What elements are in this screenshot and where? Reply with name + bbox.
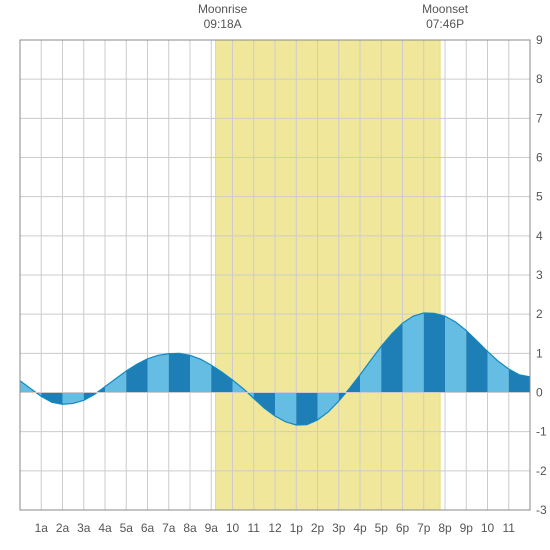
x-tick-label: 12 [268, 521, 282, 535]
y-tick-label: 8 [536, 72, 543, 86]
y-tick-label: 9 [536, 33, 543, 47]
x-tick-label: 3a [77, 521, 91, 535]
moonset-label: Moonset 07:46P [405, 2, 485, 32]
tide-slice [148, 354, 169, 393]
x-tick-label: 6a [141, 521, 155, 535]
x-tick-label: 4p [353, 521, 367, 535]
x-tick-label: 10 [226, 521, 240, 535]
tide-chart: Moonrise 09:18A Moonset 07:46P -3-2-1012… [0, 0, 550, 550]
x-tick-label: 2a [56, 521, 70, 535]
x-tick-label: 3p [332, 521, 346, 535]
x-tick-label: 8a [183, 521, 197, 535]
moonset-title: Moonset [405, 2, 485, 17]
moonrise-title: Moonrise [183, 2, 263, 17]
y-tick-label: -3 [536, 503, 547, 517]
moonrise-label: Moonrise 09:18A [183, 2, 263, 32]
y-tick-label: 3 [536, 268, 543, 282]
x-tick-label: 9p [460, 521, 474, 535]
x-tick-label: 7p [417, 521, 431, 535]
tide-slice [403, 313, 424, 393]
y-tick-label: -2 [536, 464, 547, 478]
y-tick-label: 2 [536, 307, 543, 321]
y-tick-label: 4 [536, 229, 543, 243]
x-tick-label: 6p [396, 521, 410, 535]
chart-svg: -3-2-101234567891a2a3a4a5a6a7a8a9a101112… [0, 0, 550, 550]
x-tick-label: 5p [375, 521, 389, 535]
x-tick-label: 7a [162, 521, 176, 535]
y-tick-label: 7 [536, 111, 543, 125]
x-tick-label: 2p [311, 521, 325, 535]
moonrise-time: 09:18A [183, 17, 263, 32]
x-tick-label: 9a [205, 521, 219, 535]
x-tick-label: 1p [290, 521, 304, 535]
y-tick-label: 5 [536, 190, 543, 204]
x-tick-label: 11 [248, 521, 261, 535]
tide-slice [296, 393, 317, 426]
tide-slice [169, 353, 190, 392]
moonset-time: 07:46P [405, 17, 485, 32]
x-tick-label: 8p [438, 521, 452, 535]
x-tick-label: 4a [98, 521, 112, 535]
y-tick-label: 1 [536, 346, 543, 360]
y-tick-label: 6 [536, 151, 543, 165]
x-tick-label: 10 [481, 521, 495, 535]
x-tick-label: 11 [503, 521, 516, 535]
y-tick-label: -1 [536, 425, 547, 439]
tide-slice [424, 313, 445, 393]
y-tick-label: 0 [536, 386, 543, 400]
x-tick-label: 5a [120, 521, 134, 535]
x-tick-label: 1a [35, 521, 49, 535]
